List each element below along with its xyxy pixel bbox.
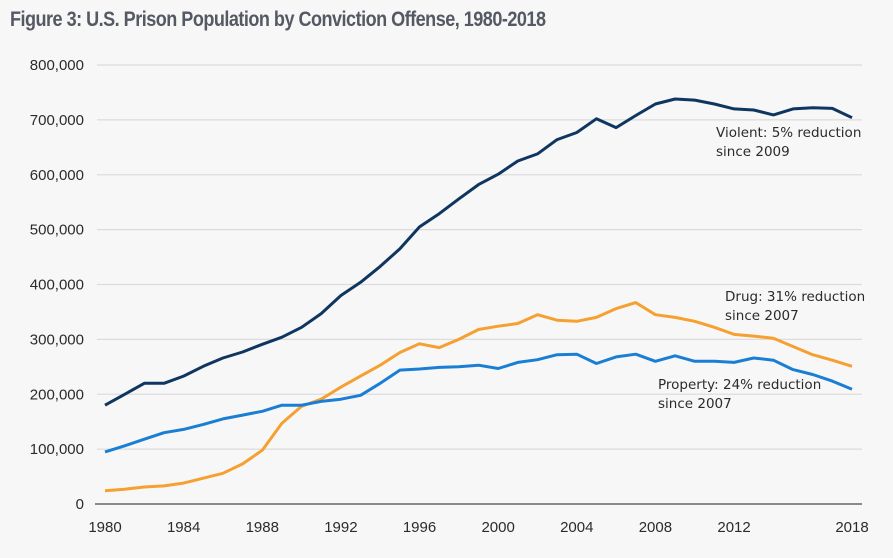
x-tick-label: 1996 bbox=[403, 519, 436, 536]
series-lines bbox=[104, 97, 853, 493]
x-tick-label: 2000 bbox=[481, 519, 514, 536]
x-tick-label: 1984 bbox=[167, 519, 200, 536]
y-tick-label: 700,000 bbox=[30, 112, 84, 129]
series-line-property bbox=[104, 352, 853, 454]
x-axis-tick-labels: 1980 1984 1988 1992 1996 2000 2004 2008 2012 2018 bbox=[88, 519, 868, 536]
x-tick-label: 2018 bbox=[835, 519, 868, 536]
annotation-property: since 2007 bbox=[658, 396, 732, 412]
annotation-drug: since 2007 bbox=[725, 308, 799, 324]
y-axis-tick-labels: 0 100,000 200,000 300,000 400,000 500,000 600,… bbox=[30, 57, 84, 513]
y-tick-label: 500,000 bbox=[30, 222, 84, 239]
y-tick-label: 200,000 bbox=[30, 386, 84, 403]
annotation-violent: since 2009 bbox=[716, 144, 790, 160]
gridlines bbox=[97, 64, 862, 450]
y-tick-label: 400,000 bbox=[30, 277, 84, 294]
y-tick-label: 300,000 bbox=[30, 331, 84, 348]
series-line-violent bbox=[104, 97, 853, 407]
y-tick-label: 800,000 bbox=[30, 57, 84, 74]
x-tick-label: 2008 bbox=[639, 519, 672, 536]
series-annotations: Violent: 5% reduction since 2009 Drug: 31%… bbox=[658, 125, 865, 412]
x-tick-label: 2004 bbox=[560, 519, 593, 536]
y-tick-label: 100,000 bbox=[30, 441, 84, 458]
annotation-drug: Drug: 31% reduction bbox=[725, 289, 865, 305]
y-tick-label: 600,000 bbox=[30, 167, 84, 184]
series-line-drug bbox=[104, 301, 853, 493]
x-tick-label: 1988 bbox=[246, 519, 279, 536]
x-tick-label: 1980 bbox=[88, 519, 121, 536]
annotation-violent: Violent: 5% reduction bbox=[716, 125, 861, 141]
x-tick-label: 2012 bbox=[717, 519, 750, 536]
y-tick-label: 0 bbox=[76, 496, 84, 513]
annotation-property: Property: 24% reduction bbox=[658, 377, 821, 393]
x-tick-label: 1992 bbox=[324, 519, 357, 536]
chart-title: Figure 3: U.S. Prison Population by Conv… bbox=[10, 8, 546, 31]
